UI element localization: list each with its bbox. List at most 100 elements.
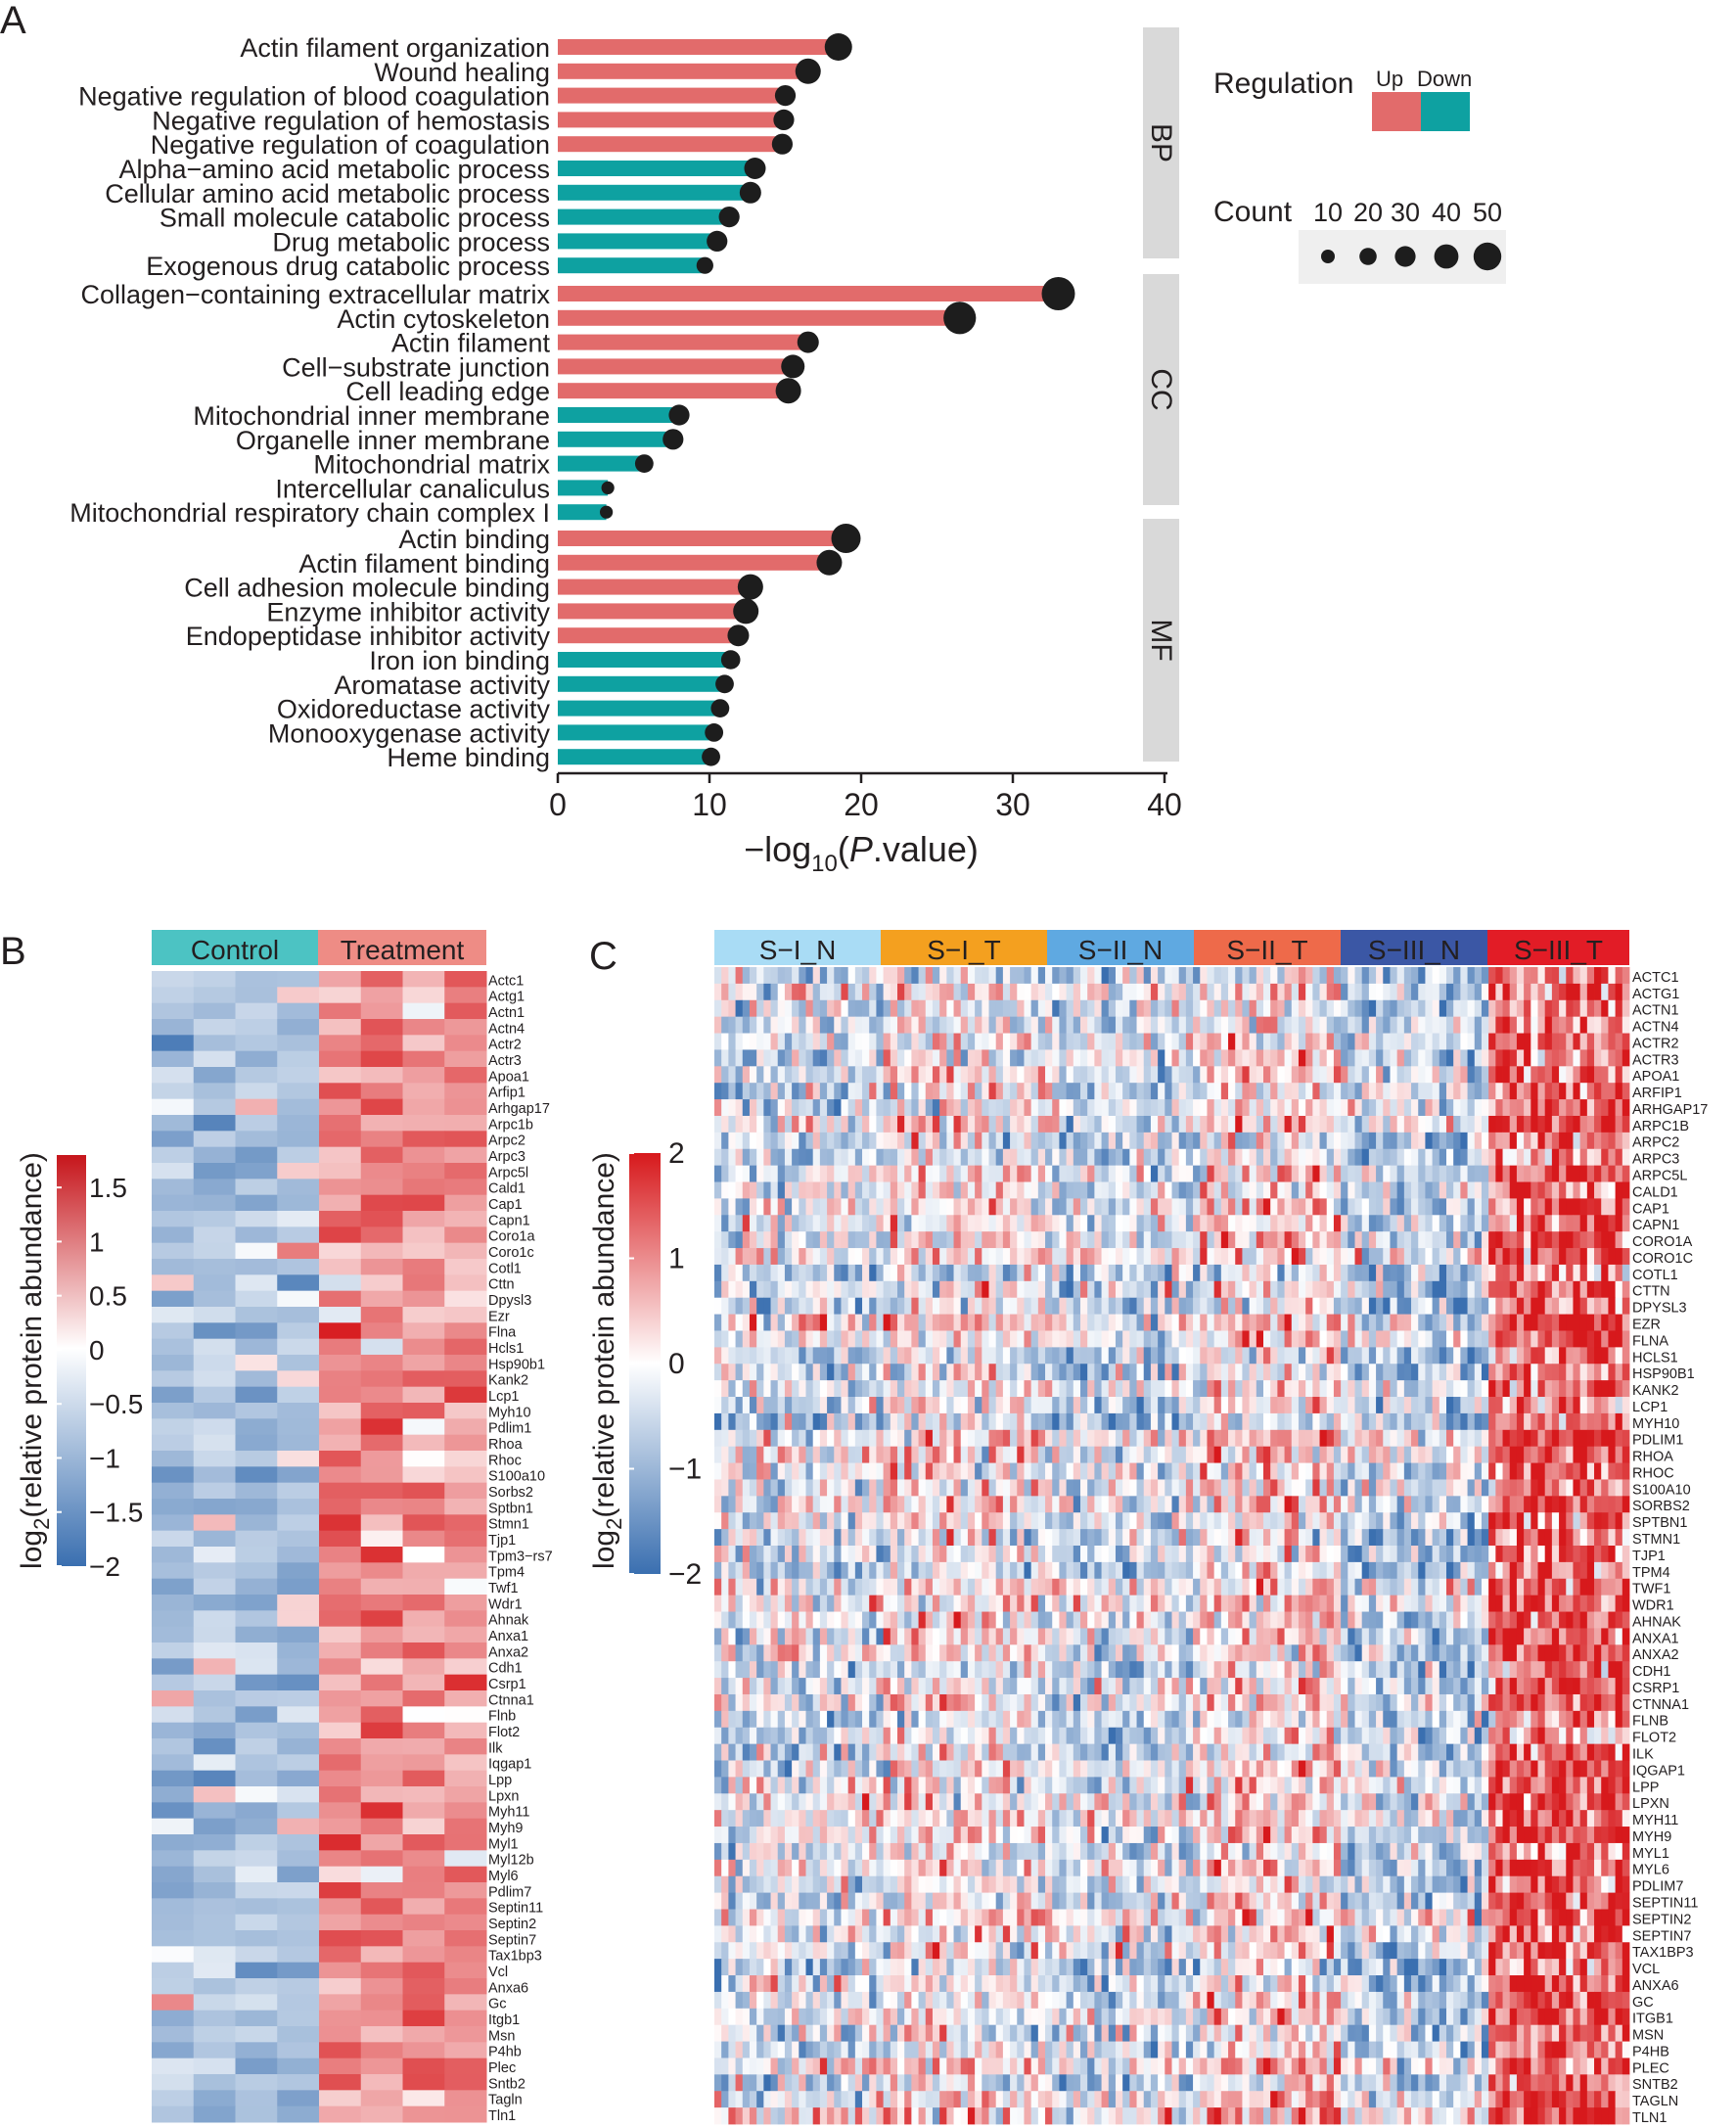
heatmap-cell <box>1045 1033 1053 1050</box>
heatmap-cell <box>1291 1099 1300 1117</box>
heatmap-cell <box>1439 1314 1447 1331</box>
heatmap-cell <box>1143 967 1152 985</box>
heatmap-cell <box>819 1132 828 1150</box>
heatmap-cell <box>854 1215 863 1232</box>
heatmap-cell <box>1284 1165 1293 1182</box>
heatmap-cell <box>1495 967 1503 985</box>
heatmap-cell <box>1073 1330 1081 1348</box>
heatmap-cell <box>1615 1297 1623 1315</box>
heatmap-cell <box>1165 1264 1172 1282</box>
heatmap-cell <box>360 1786 403 1803</box>
heatmap-cell <box>812 1462 821 1480</box>
heatmap-cell <box>1171 1132 1180 1150</box>
heatmap-cell <box>1495 1198 1503 1216</box>
heatmap-cell <box>742 1198 751 1216</box>
heatmap-cell <box>1432 1347 1440 1365</box>
heatmap-cell <box>1171 1083 1180 1100</box>
heatmap-cell <box>1341 1314 1348 1331</box>
heatmap-cell <box>763 1364 771 1381</box>
heatmap-cell <box>1213 967 1222 985</box>
heatmap-cell <box>1073 1248 1081 1266</box>
heatmap-cell <box>444 1674 487 1691</box>
heatmap-cell <box>1460 1462 1468 1480</box>
heatmap-cell <box>1122 1264 1130 1282</box>
heatmap-cell <box>721 1496 729 1513</box>
heatmap-cell <box>1488 1165 1496 1182</box>
heatmap-cell <box>1312 1099 1320 1117</box>
heatmap-cell <box>1622 1016 1630 1034</box>
go-count-dot <box>600 505 614 519</box>
heatmap-cell <box>1235 1446 1243 1463</box>
heatmap-cell <box>1178 1364 1187 1381</box>
heatmap-cell <box>1235 1264 1243 1282</box>
heatmap-cell <box>1586 1215 1595 1232</box>
heatmap-cell <box>1376 1347 1384 1365</box>
heatmap-cell <box>939 1347 947 1365</box>
heatmap-cell <box>1354 1412 1363 1431</box>
heatmap-cell <box>1030 1099 1039 1117</box>
heatmap-cell <box>1066 1132 1074 1150</box>
group-bar <box>881 930 1047 965</box>
heatmap-cell <box>847 1033 856 1050</box>
heatmap-cell <box>1368 1099 1377 1117</box>
heatmap-cell <box>841 1049 849 1067</box>
go-term-label: Mitochondrial matrix <box>313 450 550 480</box>
heatmap-cell <box>1094 1248 1102 1266</box>
heatmap-cell <box>862 1462 870 1480</box>
heatmap-cell <box>235 1514 278 1532</box>
heatmap-cell <box>1312 1280 1320 1299</box>
heatmap-cell <box>1277 1380 1285 1398</box>
heatmap-cell <box>1122 1280 1130 1299</box>
heatmap-cell <box>777 983 786 1001</box>
heatmap-cell <box>1178 1148 1187 1167</box>
heatmap-cell <box>834 1033 842 1050</box>
heatmap-cell <box>277 1131 320 1148</box>
heatmap-cell <box>235 1482 278 1500</box>
heatmap-cell <box>1165 1198 1172 1216</box>
heatmap-cell <box>799 1132 806 1150</box>
heatmap-cell <box>402 1994 445 2012</box>
heatmap-cell <box>982 1148 989 1167</box>
heatmap-cell <box>1383 1429 1391 1448</box>
heatmap-cell <box>756 1165 764 1182</box>
heatmap-cell <box>988 1297 997 1315</box>
heatmap-cell <box>975 967 982 985</box>
heatmap-cell <box>763 1479 771 1497</box>
heatmap-cell <box>1601 1364 1609 1381</box>
heatmap-cell <box>1108 1462 1117 1480</box>
heatmap-cell <box>1256 1429 1264 1448</box>
heatmap-cell <box>1326 1412 1335 1431</box>
heatmap-cell <box>792 1380 799 1398</box>
heatmap-cell <box>1467 1479 1476 1497</box>
heatmap-cell <box>1425 1099 1434 1117</box>
go-count-dot <box>771 133 794 155</box>
heatmap-cell <box>939 1330 947 1348</box>
heatmap-cell <box>812 1412 821 1431</box>
heatmap-cell <box>277 1626 320 1643</box>
heatmap-cell <box>1573 1479 1581 1497</box>
heatmap-cell <box>1052 983 1060 1001</box>
go-bar <box>558 603 747 620</box>
heatmap-cell <box>1178 1215 1187 1232</box>
heatmap-cell <box>932 967 940 985</box>
heatmap-cell <box>1045 967 1053 985</box>
legend-count-dot <box>1434 244 1459 269</box>
heatmap-cell <box>1220 1215 1229 1232</box>
heatmap-cell <box>1439 1066 1447 1084</box>
heatmap-cell <box>1524 999 1531 1018</box>
heatmap-cell <box>1594 1198 1602 1216</box>
heatmap-cell <box>1425 1148 1434 1167</box>
heatmap-cell <box>1396 1347 1405 1365</box>
heatmap-cell <box>1537 1165 1546 1182</box>
heatmap-cell <box>869 983 877 1001</box>
heatmap-cell <box>1509 1397 1518 1414</box>
heatmap-cell <box>1439 1115 1447 1133</box>
heatmap-cell <box>1010 1132 1018 1150</box>
heatmap-cell <box>897 983 905 1001</box>
heatmap-cell <box>1453 1397 1461 1414</box>
heatmap-cell <box>1566 1033 1574 1050</box>
heatmap-cell <box>1136 1248 1145 1266</box>
heatmap-cell <box>1305 1314 1313 1331</box>
heatmap-cell <box>1425 1446 1434 1463</box>
heatmap-cell <box>1467 1016 1476 1034</box>
